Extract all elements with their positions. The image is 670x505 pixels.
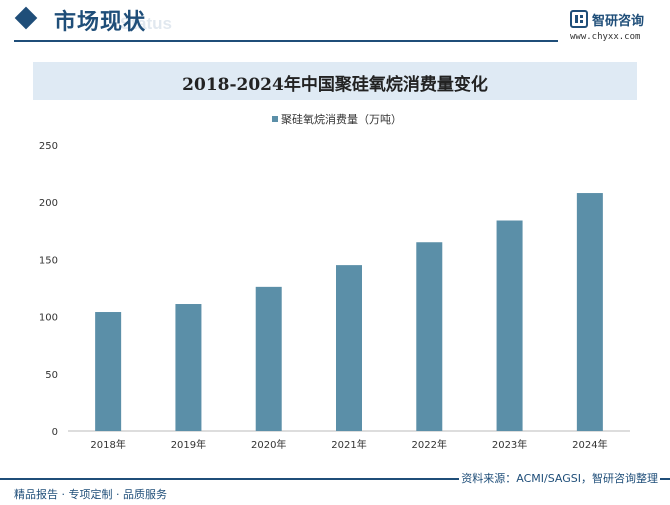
y-tick-label: 200 <box>39 198 58 209</box>
diamond-icon <box>14 6 38 30</box>
bar-2024年 <box>576 193 603 431</box>
y-tick-label: 0 <box>52 427 58 438</box>
chart-title: 2018-2024年中国聚硅氧烷消费量变化 <box>182 75 488 95</box>
bar-2023年 <box>496 220 523 431</box>
bar-2020年 <box>255 286 282 431</box>
legend: 聚硅氧烷消费量（万吨） <box>272 112 402 126</box>
x-tick-label: 2024年 <box>572 438 607 451</box>
bar-2021年 <box>336 265 362 431</box>
legend-swatch <box>272 116 278 122</box>
brand-logo-icon <box>570 10 588 28</box>
x-tick-label: 2018年 <box>90 438 125 451</box>
x-tick-label: 2020年 <box>251 438 286 451</box>
y-tick-label: 250 <box>39 141 58 152</box>
chart-title-band: 2018-2024年中国聚硅氧烷消费量变化 <box>33 62 637 100</box>
x-tick-label: 2021年 <box>331 438 366 451</box>
bar-chart: 聚硅氧烷消费量（万吨） 0 50 100 150 200 250 2018年 2019年 2020… <box>39 112 630 451</box>
footer-divider <box>0 478 670 480</box>
brand-name: 智研咨询 <box>592 14 645 29</box>
brand-url: www.chyxx.com <box>570 32 641 42</box>
footer-slogan: 精品报告 · 专项定制 · 品质服务 <box>14 488 167 501</box>
bar-2018年 <box>95 312 122 431</box>
y-tick-label: 50 <box>45 370 58 381</box>
brand: 智研咨询 www.chyxx.com <box>570 8 670 44</box>
legend-label: 聚硅氧烷消费量（万吨） <box>281 112 402 126</box>
y-tick-label: 150 <box>39 255 58 266</box>
x-tick-label: 2023年 <box>492 438 527 451</box>
x-tick-label: 2019年 <box>171 438 206 451</box>
header: Status 市场现状 智研咨询 www.chyxx.com <box>0 0 670 44</box>
footer-source: 资料来源：ACMI/SAGSI，智研咨询整理 <box>459 470 660 486</box>
section-ghost-text: Status <box>120 14 172 33</box>
bar-2019年 <box>175 304 202 431</box>
y-tick-label: 100 <box>39 313 58 324</box>
header-divider <box>14 40 558 42</box>
bar-2022年 <box>416 242 443 431</box>
section-title: 市场现状 <box>54 10 147 35</box>
x-tick-label: 2022年 <box>412 438 447 451</box>
